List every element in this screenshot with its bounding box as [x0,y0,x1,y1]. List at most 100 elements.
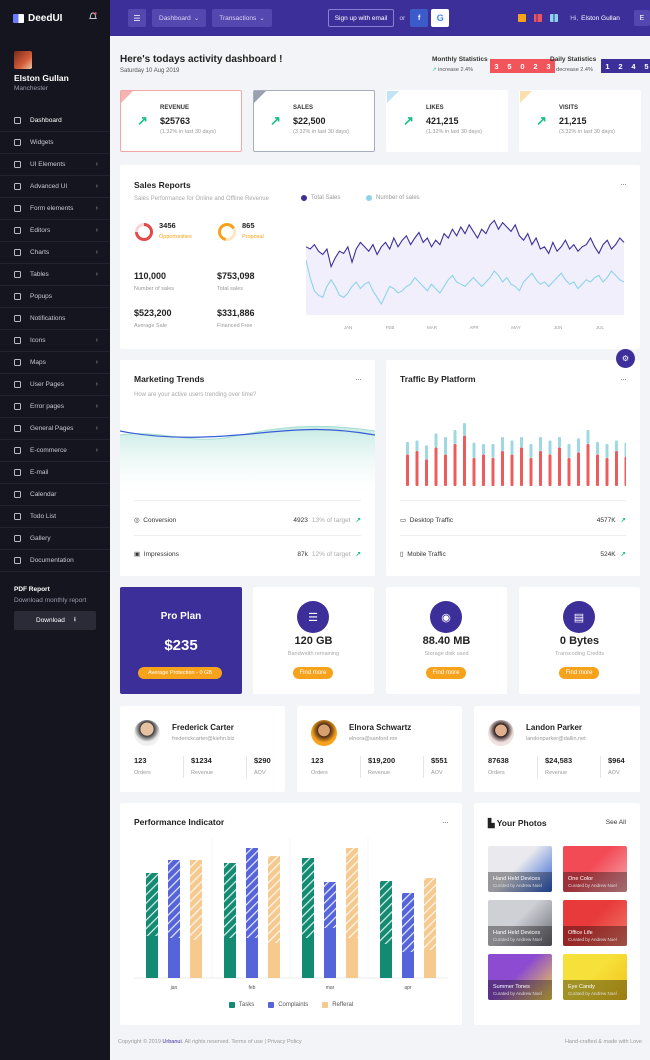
contact-orders-value: 87638 [488,756,509,765]
photo-album-icon: ▙ [488,818,495,828]
dashboard-dropdown[interactable]: Dashboard ⌄ [152,9,207,27]
sidebar-item-icons[interactable]: Icons › [0,330,110,352]
more-options-icon[interactable]: ··· [442,817,449,827]
privacy-link[interactable]: Privacy Policy [267,1039,302,1045]
chart-icon[interactable] [534,14,543,22]
photo-tile[interactable]: Hand Held Devices Curated by Andrew Noel [488,846,552,892]
sidebar-item-label: Tables [30,271,49,278]
sidebar-item-todo-list[interactable]: Todo List [0,506,110,528]
sidebar-item-user-pages[interactable]: User Pages › [0,374,110,396]
more-options-icon[interactable]: ··· [355,374,362,384]
mobile-traffic-value: 524K ↗ [600,550,626,558]
more-options-icon[interactable]: ··· [620,374,627,384]
sidebar-item-documentation[interactable]: Documentation [0,550,110,572]
photo-tile[interactable]: Hand Held Devices Curated by Andrew Noel [488,900,552,946]
photo-tile[interactable]: Eye Candy Curated by Andrew Noel [563,954,627,1000]
storage-card: ◉ 88.40 MB Storage disk used Find more [386,587,507,694]
find-more-button[interactable]: Find more [426,667,466,679]
sidebar-item-editors[interactable]: Editors › [0,220,110,242]
contact-revenue-label: Revenue [191,770,214,776]
sales-stat-label: Total sales [217,286,243,292]
photo-tile[interactable]: Office Life Curated by Andrew Noel [563,900,627,946]
sidebar-item-advanced-ui[interactable]: Advanced UI › [0,176,110,198]
traffic-bar-top [596,441,599,455]
or-text: or [399,14,406,22]
transactions-dropdown[interactable]: Transactions ⌄ [212,9,272,27]
sidebar-item-charts[interactable]: Charts › [0,242,110,264]
settings-gear-button[interactable]: ⚙ [616,349,635,368]
contact-card[interactable]: Landon Parker landonparker@dallin.net 8763… [474,706,640,792]
legend-label: Complaints [278,1002,309,1008]
protection-badge[interactable]: Average Protection - 0 GB [138,667,222,679]
sidebar-item-general-pages[interactable]: General Pages › [0,418,110,440]
contact-card[interactable]: Frederick Carter frederickcarter@kiehn.bi… [120,706,285,792]
user-avatar-button[interactable]: E [633,10,650,26]
signup-email-button[interactable]: Sign up with email [327,9,395,27]
avatar-initial: E [639,14,645,22]
more-options-icon[interactable]: ··· [620,179,627,189]
bar-complaints [324,928,336,978]
sidebar-item-notifications[interactable]: Notifications [0,308,110,330]
sales-stat-label: Financed Free [217,323,253,329]
chevron-right-icon: › [95,205,98,212]
photo-tile[interactable]: Summer Tones Curated by Andrew Noel [488,954,552,1000]
sidebar-item-tables[interactable]: Tables › [0,264,110,286]
facebook-button[interactable]: f [410,9,429,27]
database-icon: ◉ [430,601,462,633]
sidebar-item-form-elements[interactable]: Form elements › [0,198,110,220]
legend-dot [268,1002,275,1008]
kpi-card-visits[interactable]: ↗ VISITS 21,215 (3.32% in last 30 days) [519,90,641,152]
avatar[interactable] [14,51,32,69]
kpi-card-revenue[interactable]: ↗ REVENUE $25763 (1.32% in last 30 days) [120,90,242,152]
menu-toggle-button[interactable]: ☰ [128,9,146,27]
grid-icon[interactable] [550,14,559,22]
topbar-user-name[interactable]: Elston Gullan [581,14,620,22]
trend-up-icon: ↗ [536,113,547,128]
cart-icon[interactable] [518,14,527,22]
server-icon: ☰ [297,601,329,633]
nav-icon [14,205,21,212]
find-more-button[interactable]: Find more [559,667,599,679]
sidebar-item-maps[interactable]: Maps › [0,352,110,374]
impressions-label: Impressions [143,551,179,558]
sidebar-item-e-commerce[interactable]: E-commerce › [0,440,110,462]
nav-icon [14,117,21,124]
avatar[interactable] [134,720,160,746]
avatar[interactable] [311,720,337,746]
traffic-title: Traffic By Platform [400,374,476,384]
conversion-row: ◎ Conversion [134,516,176,524]
sidebar-item-error-pages[interactable]: Error pages › [0,396,110,418]
sidebar-item-e-mail[interactable]: E-mail [0,462,110,484]
contact-card[interactable]: Elnora Schwartz elnora@sanford.me 123 Order… [297,706,462,792]
brand[interactable]: DeedUI [0,0,110,36]
bell-icon[interactable] [89,12,97,21]
footer-brand-link[interactable]: Urbanui [162,1039,182,1045]
sidebar-item-popups[interactable]: Popups [0,286,110,308]
target-icon: ◎ [134,517,140,524]
terms-link[interactable]: Terms of use [231,1039,263,1045]
sidebar-item-calendar[interactable]: Calendar [0,484,110,506]
sidebar-item-ui-elements[interactable]: UI Elements › [0,154,110,176]
kpi-card-likes[interactable]: ↗ LIKES 421,215 (1.32% in last 30 days) [386,90,508,152]
google-button[interactable]: G [431,9,450,27]
see-all-link[interactable]: See All [605,819,626,826]
download-button[interactable]: Download ⭳ [14,611,96,630]
greeting: Hi, [570,14,579,22]
photo-curator: Curated by Andrew Noel [568,937,617,942]
contact-revenue-value: $24,583 [545,756,573,765]
x-tick-label: FEB [386,325,395,330]
divider [134,535,361,536]
opportunities-value: 3456 [159,221,176,230]
legend-total-sales: Total Sales [301,195,340,201]
avatar[interactable] [488,720,514,746]
sidebar-item-widgets[interactable]: Widgets [0,132,110,154]
sidebar-item-dashboard[interactable]: Dashboard [0,110,110,132]
kpi-card-sales[interactable]: ↗ SALES $22,500 (3.32% in last 30 days) [253,90,375,152]
photo-caption: Hand Held Devices [493,930,541,936]
sidebar-item-gallery[interactable]: Gallery [0,528,110,550]
find-more-button[interactable]: Find more [293,667,333,679]
marketing-title: Marketing Trends [134,374,205,384]
pdf-subtitle: Download monthly report [14,597,87,604]
contact-orders-label: Orders [311,770,328,776]
photo-tile[interactable]: One Color Curated by Andrew Noel [563,846,627,892]
